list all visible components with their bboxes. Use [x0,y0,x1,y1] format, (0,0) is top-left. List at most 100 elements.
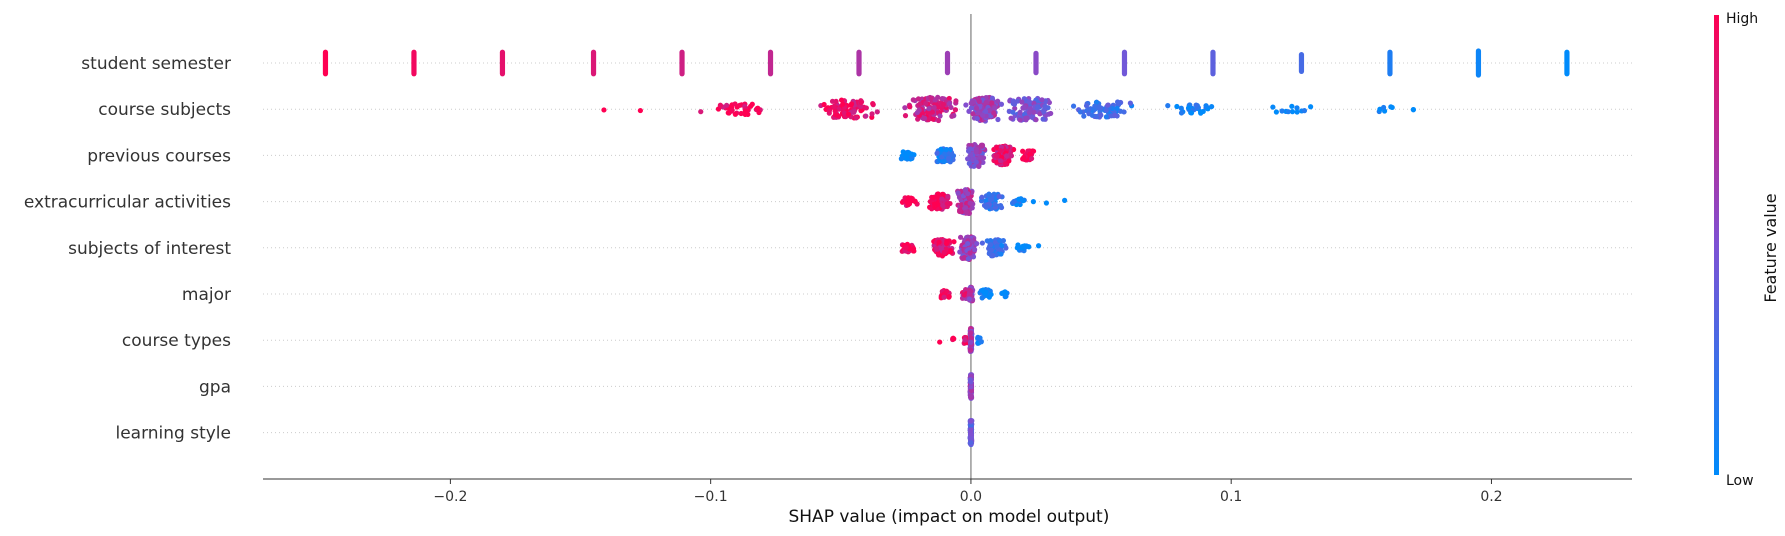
data-point [951,239,957,245]
data-point [1040,116,1046,122]
data-point [968,393,974,399]
data-point [1294,105,1300,111]
data-point [1030,199,1036,205]
data-point [980,112,986,118]
data-point [980,155,987,161]
feature-label: subjects of interest [68,239,231,259]
data-point [915,96,922,102]
data-point [1301,108,1308,114]
feature-label: student semester [81,54,231,74]
data-point [1387,49,1393,77]
data-point [927,198,933,205]
x-tick-label: 0.0 [960,489,982,505]
data-point [1020,105,1026,111]
data-point [1070,103,1077,109]
data-point [1114,105,1120,111]
data-point [987,242,994,248]
data-point [1017,117,1023,123]
data-point [941,158,947,165]
data-point [976,98,982,104]
data-point [1410,107,1416,113]
data-point [967,250,973,256]
data-point [1026,99,1032,105]
feature-label: gpa [199,377,231,397]
data-point [990,253,996,259]
data-point [1121,49,1128,77]
data-point [945,193,951,199]
data-point [937,113,943,119]
data-point [1062,197,1068,203]
data-point [946,155,952,162]
data-point [967,347,974,353]
data-point [1010,200,1016,206]
data-point [979,295,985,301]
data-point [898,156,904,162]
data-point [1098,112,1104,118]
data-point [966,108,972,114]
data-point [845,111,852,117]
data-point [1114,99,1121,105]
colorbar-title: Feature value [1761,193,1780,302]
data-point [1010,98,1016,104]
data-point [742,108,748,114]
data-point [1294,109,1300,115]
feature-label: course types [122,331,231,351]
data-point [975,110,982,116]
data-point [1043,200,1050,206]
data-point [955,190,961,196]
data-point [1086,107,1092,113]
x-axis: −0.2 −0.1 0.0 0.1 0.2 [263,478,1632,505]
colorbar-high-label: High [1726,11,1758,27]
data-point [914,109,920,116]
data-point [853,115,859,121]
data-point [1016,196,1022,202]
data-point [322,49,329,77]
data-point [1105,102,1111,108]
data-point [1186,105,1192,111]
data-point [974,115,980,122]
data-point [1022,243,1028,249]
data-point [1033,50,1039,76]
x-tick-label: −0.1 [694,489,728,505]
data-point [1037,111,1043,117]
data-point [944,50,951,76]
data-point [965,156,971,162]
data-point [1270,104,1276,110]
data-point [858,99,864,106]
data-point [909,151,915,157]
data-point [1112,112,1118,118]
data-point [994,243,1000,249]
data-point [1033,117,1039,123]
data-point [968,418,974,424]
data-point [1210,49,1216,77]
data-point [858,103,864,109]
data-point [968,339,974,345]
data-point [936,239,942,245]
data-point [934,150,940,156]
data-point [928,95,934,101]
data-point [973,159,979,165]
data-point [1564,49,1570,77]
data-point [821,101,827,108]
data-point [932,97,938,103]
data-point [1021,154,1027,161]
feature-labels: student semester course subjects previous … [24,54,231,444]
data-point [1017,109,1023,115]
data-point [1285,109,1291,115]
data-point [950,335,956,341]
data-point [983,99,989,106]
data-point [863,113,869,119]
colorbar: High Low Feature value [1714,11,1780,489]
data-point [755,105,761,111]
feature-label: previous courses [87,146,231,166]
data-point [988,247,994,253]
data-point [826,107,833,114]
data-point [970,99,976,105]
x-tick-label: −0.2 [433,489,467,505]
data-point [831,104,837,110]
data-point [1188,110,1195,116]
data-point [1174,103,1180,110]
data-point [940,202,946,208]
data-point [756,109,762,116]
data-point [1042,103,1048,109]
